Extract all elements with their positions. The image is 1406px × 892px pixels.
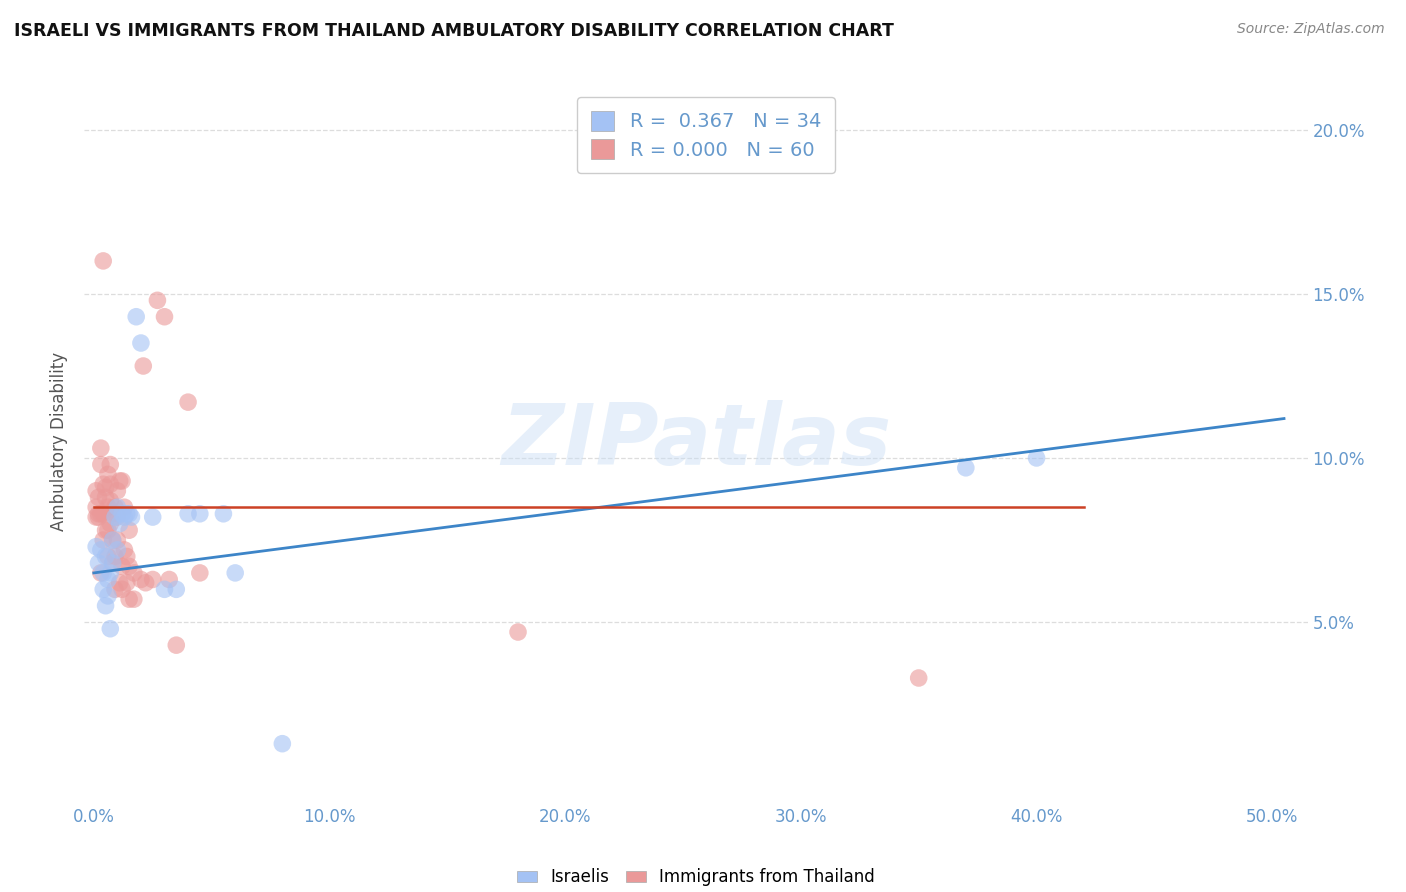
Point <box>87 510 110 524</box>
Point <box>108 575 131 590</box>
Point <box>90 542 112 557</box>
Point <box>955 460 977 475</box>
Point <box>129 336 152 351</box>
Point <box>91 533 114 547</box>
Point <box>98 516 121 531</box>
Point <box>104 549 127 564</box>
Point <box>121 510 143 524</box>
Point <box>84 483 107 498</box>
Point <box>90 458 112 472</box>
Point <box>97 500 120 515</box>
Point <box>94 481 117 495</box>
Point <box>108 516 131 531</box>
Text: Source: ZipAtlas.com: Source: ZipAtlas.com <box>1237 22 1385 37</box>
Point <box>90 441 112 455</box>
Point <box>97 523 120 537</box>
Point <box>177 507 200 521</box>
Point <box>101 556 124 570</box>
Point <box>87 507 110 521</box>
Point <box>165 638 187 652</box>
Point <box>153 310 176 324</box>
Point <box>94 599 117 613</box>
Point <box>97 589 120 603</box>
Point <box>84 500 107 515</box>
Point <box>111 507 134 521</box>
Y-axis label: Ambulatory Disability: Ambulatory Disability <box>51 352 69 531</box>
Point <box>98 566 121 580</box>
Point <box>91 253 114 268</box>
Point <box>104 510 127 524</box>
Point <box>91 582 114 597</box>
Point <box>98 477 121 491</box>
Text: ISRAELI VS IMMIGRANTS FROM THAILAND AMBULATORY DISABILITY CORRELATION CHART: ISRAELI VS IMMIGRANTS FROM THAILAND AMBU… <box>14 22 894 40</box>
Point <box>91 477 114 491</box>
Point <box>118 559 141 574</box>
Point <box>84 510 107 524</box>
Point <box>112 542 135 557</box>
Point <box>115 549 138 564</box>
Point <box>177 395 200 409</box>
Point <box>97 467 120 482</box>
Point <box>132 359 155 373</box>
Point <box>98 458 121 472</box>
Point <box>111 474 134 488</box>
Point <box>104 582 127 597</box>
Point <box>101 507 124 521</box>
Point <box>104 500 127 515</box>
Point <box>105 533 128 547</box>
Point <box>142 510 165 524</box>
Text: ZIPatlas: ZIPatlas <box>501 400 891 483</box>
Point <box>105 483 128 498</box>
Point <box>153 582 176 597</box>
Point <box>146 293 169 308</box>
Point <box>188 507 211 521</box>
Point <box>188 566 211 580</box>
Point <box>87 491 110 505</box>
Point <box>1025 450 1047 465</box>
Point <box>115 575 138 590</box>
Point <box>224 566 246 580</box>
Point <box>101 556 124 570</box>
Point <box>105 500 128 515</box>
Point <box>118 507 141 521</box>
Point <box>506 625 529 640</box>
Point <box>90 507 112 521</box>
Point <box>105 510 128 524</box>
Point <box>907 671 929 685</box>
Point <box>90 566 112 580</box>
Point <box>101 533 124 547</box>
Point <box>112 510 135 524</box>
Point <box>84 540 107 554</box>
Point <box>108 474 131 488</box>
Point <box>212 507 235 521</box>
Point <box>122 566 145 580</box>
Point <box>98 622 121 636</box>
Point <box>122 592 145 607</box>
Point <box>142 573 165 587</box>
Point <box>91 566 114 580</box>
Point <box>125 310 148 324</box>
Point <box>94 523 117 537</box>
Point <box>91 507 114 521</box>
Point <box>87 556 110 570</box>
Point <box>115 507 138 521</box>
Point <box>97 573 120 587</box>
Point <box>135 575 157 590</box>
Point <box>157 573 180 587</box>
Point <box>129 573 152 587</box>
Point <box>165 582 187 597</box>
Point <box>94 549 117 564</box>
Point <box>111 582 134 597</box>
Point <box>118 523 141 537</box>
Point <box>112 500 135 515</box>
Point <box>271 737 294 751</box>
Point <box>97 549 120 564</box>
Point <box>98 493 121 508</box>
Point <box>105 542 128 557</box>
Legend: Israelis, Immigrants from Thailand: Israelis, Immigrants from Thailand <box>510 862 882 892</box>
Point <box>101 533 124 547</box>
Point <box>111 559 134 574</box>
Point <box>118 592 141 607</box>
Point <box>94 491 117 505</box>
